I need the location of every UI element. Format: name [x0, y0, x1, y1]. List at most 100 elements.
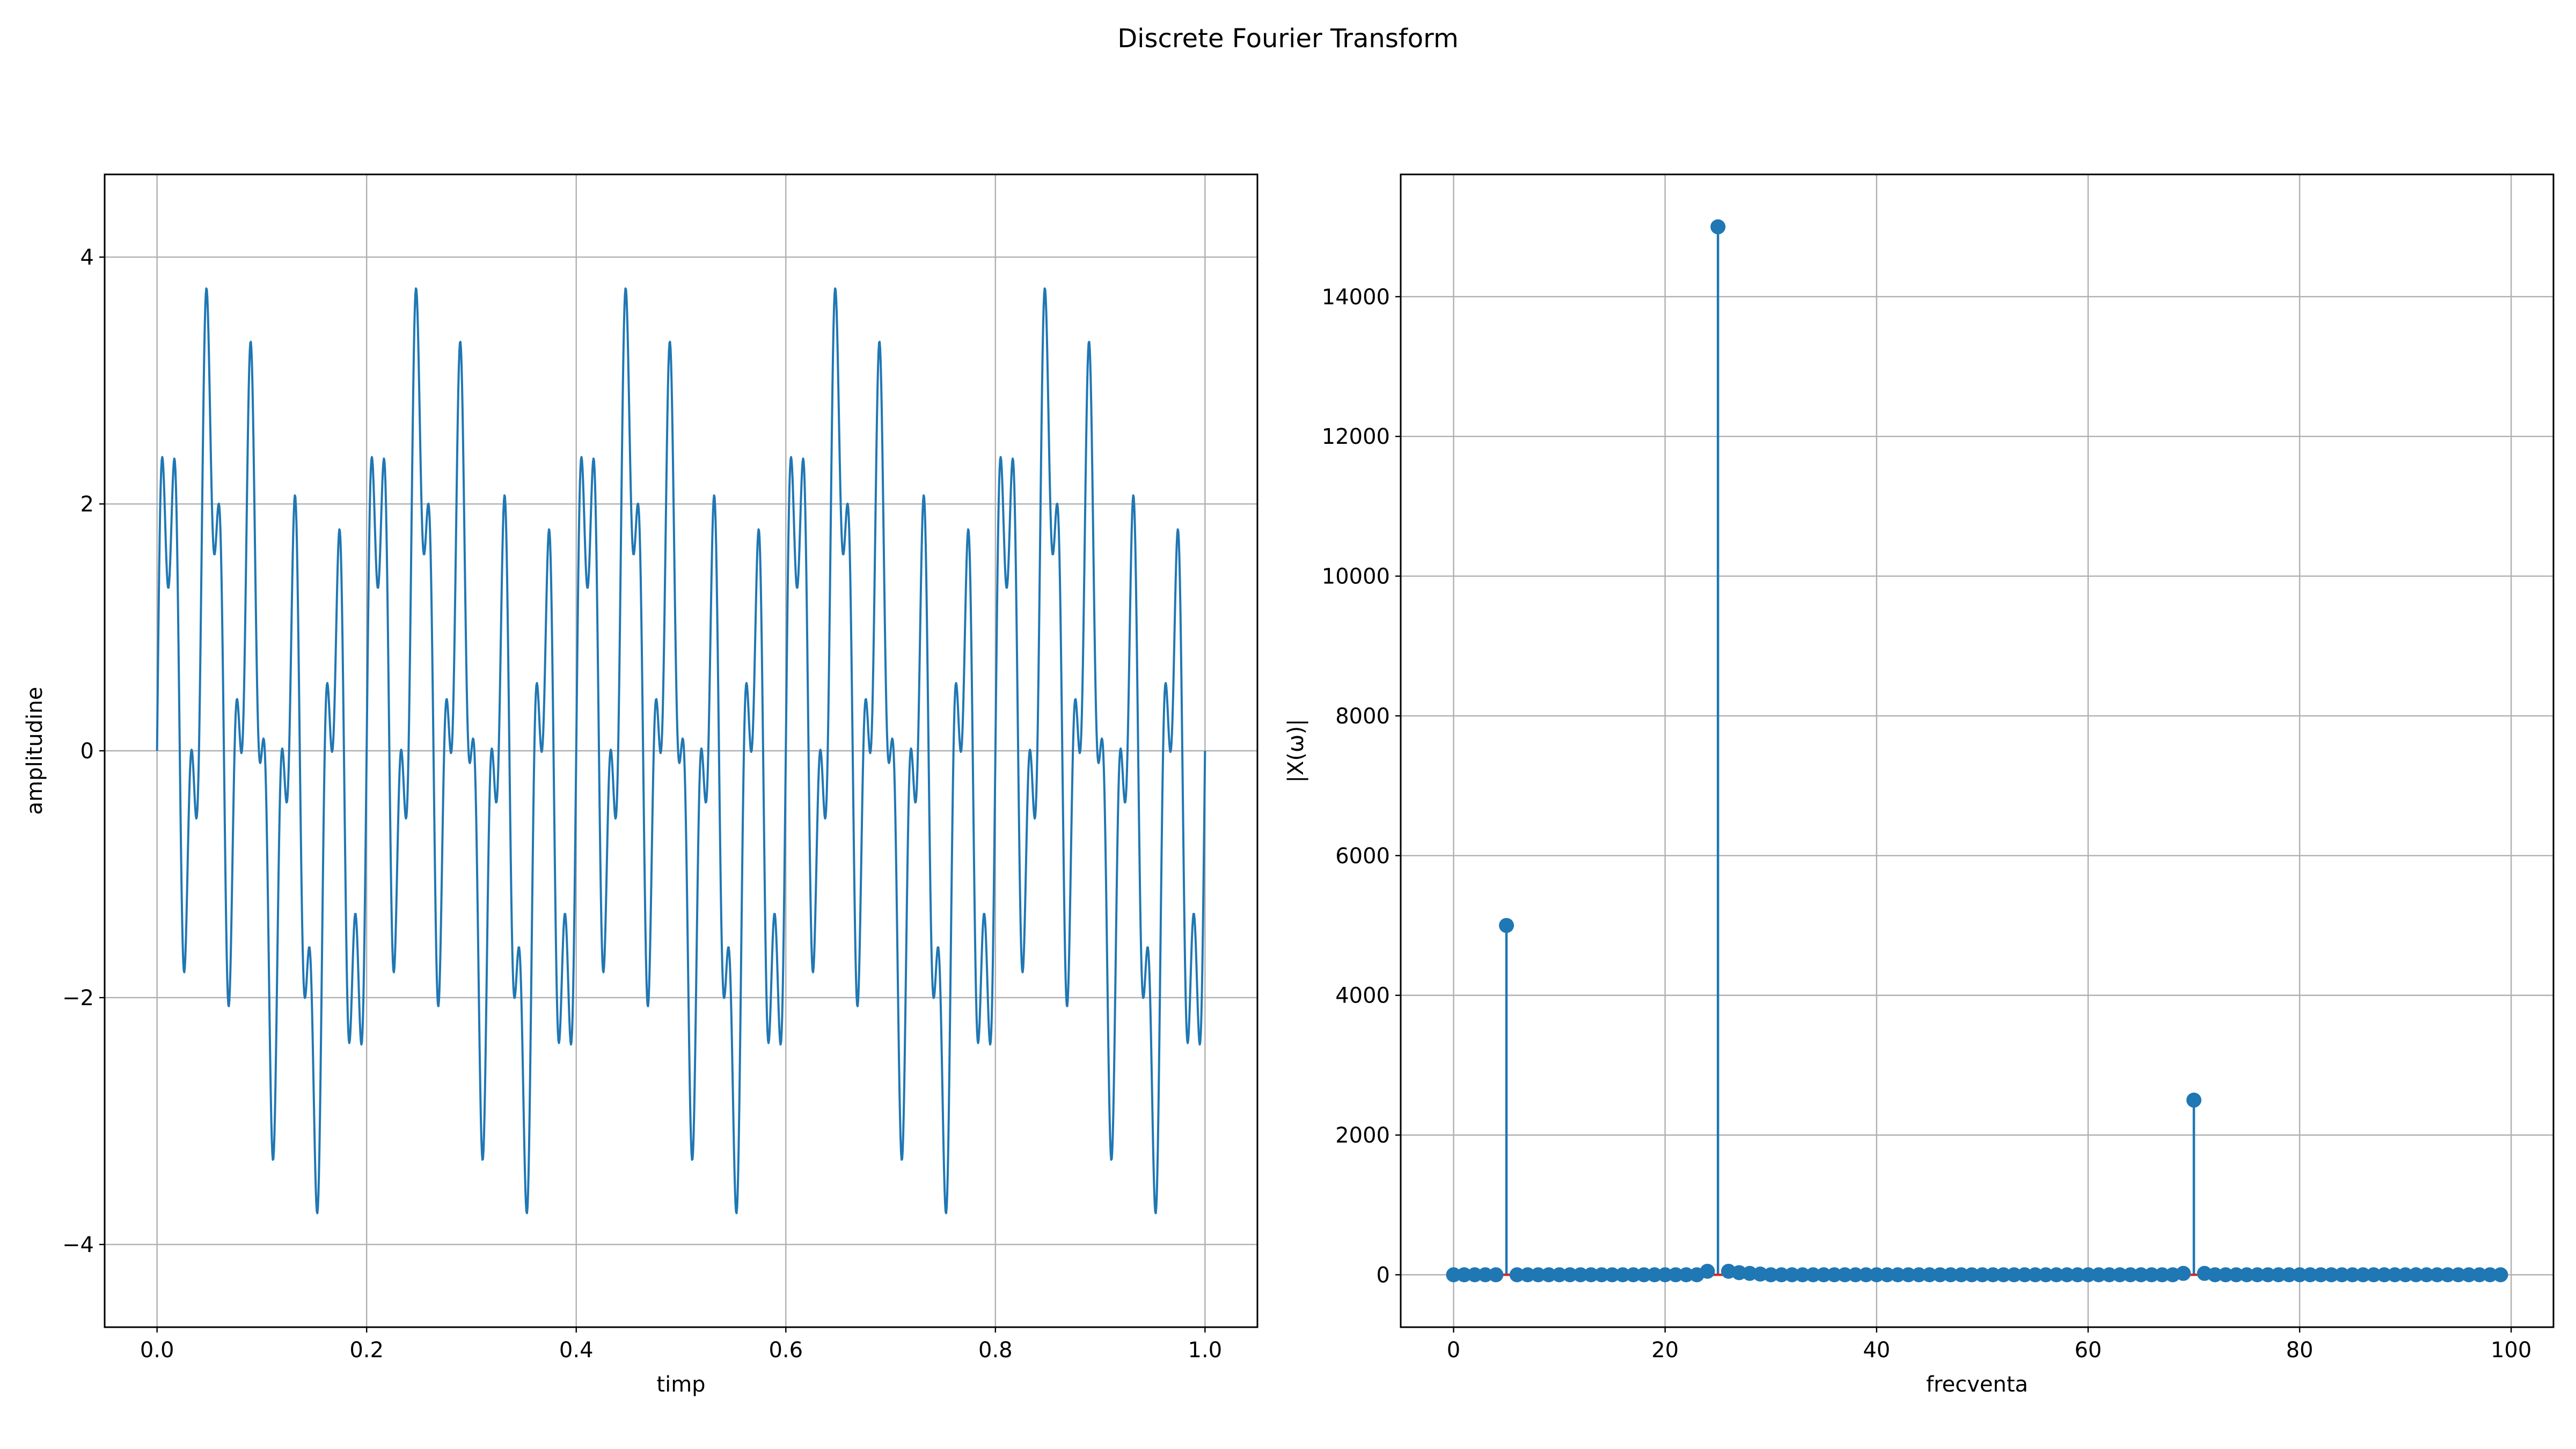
time-plot-data [156, 287, 1206, 1214]
stem-marker [2482, 1267, 2498, 1283]
signal-line [156, 287, 1206, 1214]
stem-marker [1605, 1267, 1620, 1283]
stem-marker [1700, 1263, 1715, 1279]
stem-marker [2355, 1267, 2371, 1283]
stem-marker [2419, 1267, 2434, 1283]
stem-marker [2218, 1267, 2234, 1283]
dft-plot-xtick-label: 60 [2074, 1338, 2102, 1363]
stem-marker [1996, 1267, 2011, 1283]
stem-marker [1911, 1267, 1927, 1283]
stem-marker [1974, 1267, 1990, 1283]
stem-marker [1858, 1267, 1874, 1283]
stem-marker [1457, 1267, 1472, 1283]
stem-marker [1763, 1267, 1779, 1283]
stem-marker [1953, 1267, 1969, 1283]
stem-marker [2398, 1267, 2413, 1283]
dft-plot-xtick-label: 100 [2491, 1338, 2531, 1363]
stem-marker [1657, 1267, 1673, 1283]
dft-plot-ytick-label: 8000 [1335, 704, 1390, 729]
stem-marker [1541, 1267, 1556, 1283]
dft-plot-xtick-label: 20 [1651, 1338, 1679, 1363]
stem-marker [1784, 1267, 1800, 1283]
dft-plot-xlabel: frecventa [1926, 1372, 2028, 1397]
stem-marker [2186, 1092, 2201, 1108]
stem-marker [1615, 1267, 1630, 1283]
time-plot-xtick-label: 0.4 [559, 1338, 594, 1363]
dft-plot-ytick-label: 14000 [1322, 285, 1390, 310]
stem-marker [2450, 1267, 2466, 1283]
dft-plot: 0 20 40 60 80 100 0 2000 4000 6000 8000 10000 12000 1… [1284, 173, 2555, 1397]
stem-marker [2302, 1267, 2318, 1283]
stem-marker [1583, 1267, 1599, 1283]
stem-marker [1879, 1267, 1895, 1283]
stem-marker [2102, 1267, 2117, 1283]
time-plot-ytick-label: −2 [62, 986, 94, 1011]
stem-marker [1985, 1267, 2001, 1283]
stem-marker [2271, 1267, 2286, 1283]
stem-marker [2133, 1267, 2149, 1283]
stem-marker [1848, 1267, 1863, 1283]
stem-marker [1816, 1267, 1832, 1283]
stem-marker [1869, 1267, 1884, 1283]
figure-title: Discrete Fourier Transform [1117, 24, 1459, 54]
dft-plot-ytick-label: 4000 [1335, 984, 1390, 1008]
stem-marker [1964, 1267, 1980, 1283]
stem-marker [1488, 1267, 1504, 1283]
stem-marker [2017, 1267, 2032, 1283]
stem-marker [2207, 1267, 2223, 1283]
dft-plot-xtick-label: 40 [1863, 1338, 1890, 1363]
stem-marker [1552, 1267, 1567, 1283]
stem-marker [2440, 1267, 2455, 1283]
stem-marker [2260, 1267, 2275, 1283]
stem-marker [1520, 1267, 1535, 1283]
stem-marker [2387, 1267, 2403, 1283]
stem-marker [2376, 1267, 2392, 1283]
stem-marker [1626, 1267, 1641, 1283]
time-plot-xtick-label: 0.0 [140, 1338, 174, 1363]
stem-marker [1668, 1267, 1684, 1283]
stem-marker [2228, 1267, 2244, 1283]
time-plot-ytick-label: 0 [80, 739, 94, 764]
dft-plot-data [1446, 219, 2508, 1283]
time-plot-ytick-label: −4 [62, 1233, 94, 1257]
stem-marker [2176, 1265, 2191, 1281]
stem-marker [1562, 1267, 1578, 1283]
stem-marker [2144, 1267, 2160, 1283]
dft-plot-ytick-label: 10000 [1322, 565, 1390, 589]
stem-marker [1636, 1267, 1652, 1283]
stem-marker [2429, 1267, 2445, 1283]
stem-marker [1446, 1267, 1461, 1283]
dft-plot-ylabel: |X(ω)| [1284, 719, 1308, 782]
stem-marker [1531, 1267, 1546, 1283]
stem-marker [2038, 1267, 2054, 1283]
stem-marker [1900, 1267, 1916, 1283]
stem-marker [1509, 1267, 1525, 1283]
stem-marker [1710, 219, 1726, 235]
stem-marker [2461, 1267, 2477, 1283]
dft-plot-frame [1400, 173, 2555, 1328]
stem-marker [2006, 1267, 2022, 1283]
time-plot-ticks: 0.0 0.2 0.4 0.6 0.8 1.0 −4 −2 0 2 4 [62, 245, 1222, 1363]
dft-plot-xtick-label: 0 [1447, 1338, 1460, 1363]
stem-marker [2408, 1267, 2424, 1283]
dft-plot-ticks: 0 20 40 60 80 100 0 2000 4000 6000 8000 10000 12000 1… [1322, 285, 2532, 1363]
time-plot-ytick-label: 2 [80, 492, 94, 517]
stem-marker [1594, 1267, 1609, 1283]
time-plot-xtick-label: 0.8 [978, 1338, 1013, 1363]
stem-marker [2154, 1267, 2170, 1283]
stem-marker [1805, 1267, 1821, 1283]
stem-marker [2313, 1267, 2329, 1283]
time-plot-ytick-label: 4 [80, 245, 94, 270]
stem-marker [1837, 1267, 1853, 1283]
stem-marker [2091, 1267, 2106, 1283]
stem-marker [1467, 1267, 1482, 1283]
time-plot-xtick-label: 0.6 [769, 1338, 803, 1363]
dft-plot-xtick-label: 80 [2286, 1338, 2314, 1363]
stem-marker [2472, 1267, 2487, 1283]
stem-marker [1933, 1267, 1948, 1283]
stem-marker [1943, 1267, 1958, 1283]
dft-plot-ytick-label: 12000 [1322, 425, 1390, 449]
stem-marker [2048, 1267, 2064, 1283]
